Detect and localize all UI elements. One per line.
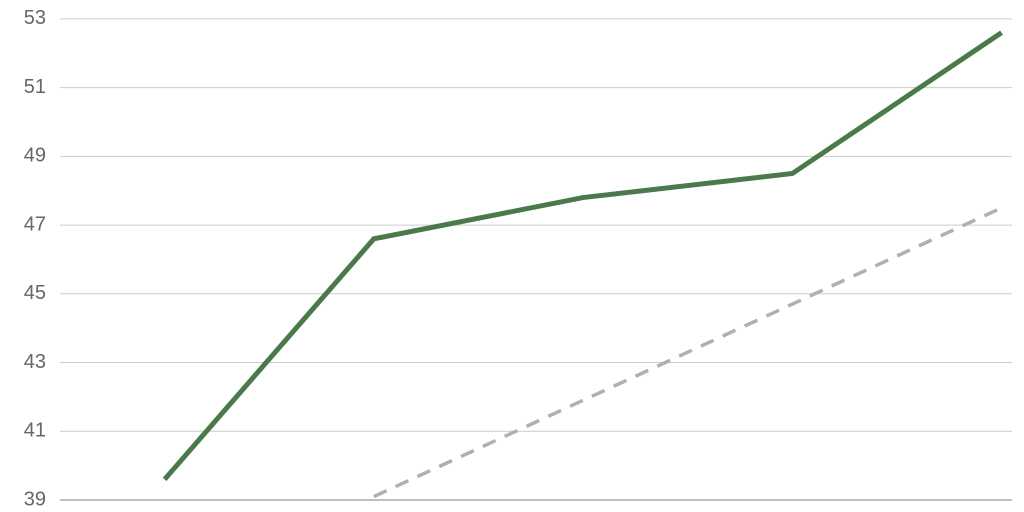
y-tick-label: 45: [24, 282, 46, 304]
y-tick-label: 41: [24, 420, 46, 442]
y-tick-label: 39: [24, 488, 46, 510]
y-tick-label: 43: [24, 351, 46, 373]
y-tick-label: 49: [24, 145, 46, 167]
series-dashed: [374, 208, 1002, 497]
series-solid: [165, 33, 1002, 480]
y-tick-label: 47: [24, 213, 46, 235]
y-tick-label: 53: [24, 7, 46, 29]
y-tick-label: 51: [24, 76, 46, 98]
line-chart: 39 41 43 45 47 49 51 53: [0, 0, 1024, 512]
